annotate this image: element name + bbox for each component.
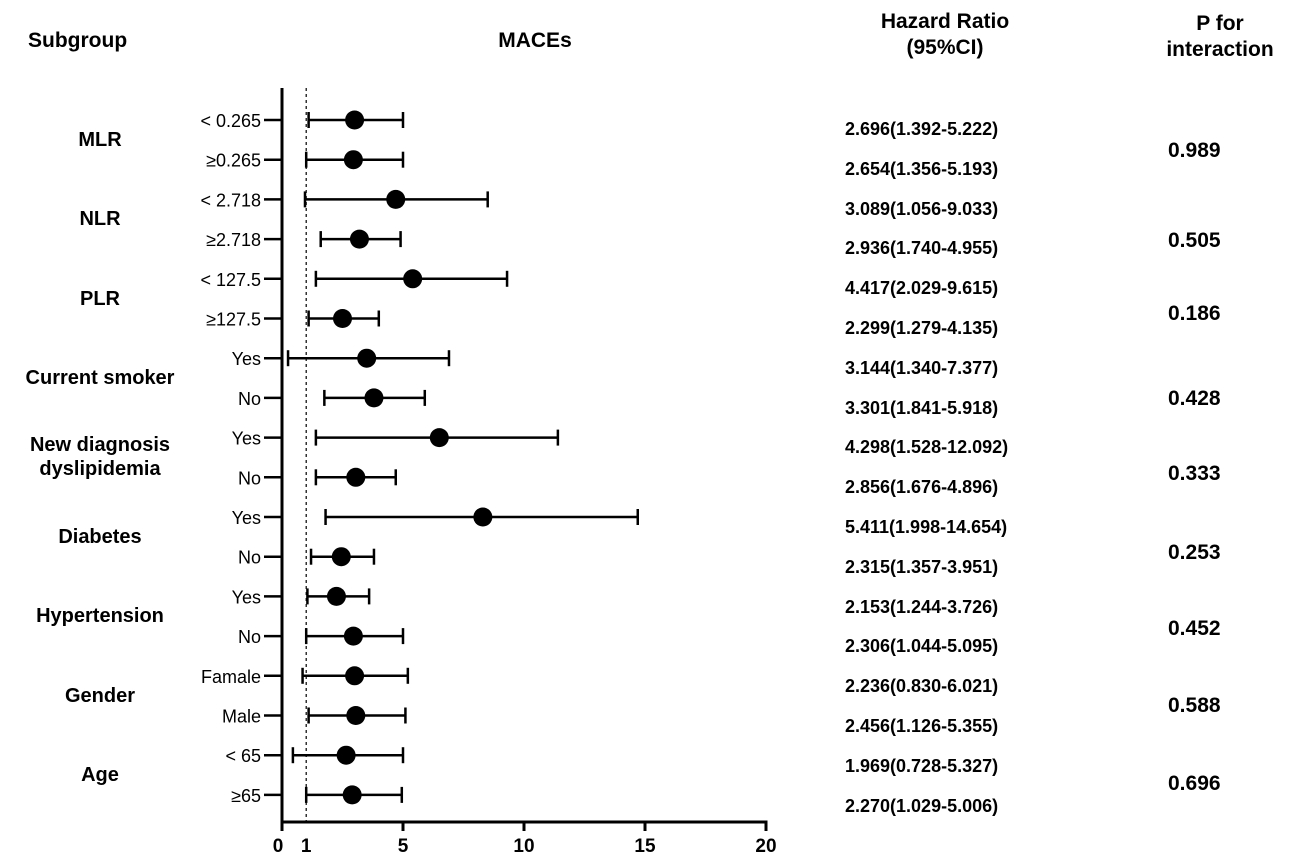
hazard-ratio-point [343, 626, 363, 646]
hazard-ratio-point [326, 586, 346, 606]
subgroup-level-label: No [238, 389, 261, 409]
subgroup-level-label: ≥65 [231, 786, 261, 806]
group-label: Current smoker [0, 366, 200, 390]
hazard-ratio-point [333, 309, 352, 328]
hazard-ratio-ci-text: 4.417(2.029-9.615) [845, 278, 999, 299]
hazard-ratio-ci-text: 2.315(1.357-3.951) [845, 556, 999, 577]
hazard-ratio-point [336, 745, 356, 765]
outcome-header: MACEs [498, 29, 572, 52]
hazard-ratio-point [386, 189, 406, 209]
p-value: 0.428 [1168, 387, 1221, 410]
group-label-line: PLR [80, 287, 120, 310]
hazard-ratio-ci-text: 2.856(1.676-4.896) [845, 477, 999, 498]
p-value: 0.505 [1168, 229, 1221, 252]
subgroup-level-label: Male [222, 707, 261, 727]
hazard-ratio-ci-text: 2.936(1.740-4.955) [845, 238, 999, 259]
group-label: New diagnosis dyslipidemia [0, 433, 200, 481]
group-label-line: MLR [78, 128, 122, 151]
p-value: 0.696 [1168, 772, 1221, 795]
hazard-ratio-ci-text: 2.153(1.244-3.726) [845, 596, 999, 617]
hazard-ratio-point [473, 507, 493, 527]
p-value: 0.989 [1168, 139, 1221, 162]
group-label: NLR [0, 207, 200, 231]
subgroup-level-label: ≥2.718 [206, 230, 261, 250]
hazard-ratio-header: Hazard Ratio (95%CI) [830, 9, 1060, 61]
hazard-ratio-point [346, 706, 366, 725]
hazard-ratio-ci-text: 2.299(1.279-4.135) [845, 318, 999, 338]
group-label-line: New diagnosis [29, 434, 171, 457]
hazard-ratio-point [429, 428, 449, 448]
hazard-ratio-point [342, 785, 362, 805]
p-interaction-header: P for interaction [1140, 11, 1300, 63]
x-tick-label: 1 [301, 836, 312, 857]
p-value: 0.253 [1168, 541, 1221, 564]
hazard-ratio-ci-text: 3.301(1.841-5.918) [845, 397, 999, 418]
subgroup-level-label: ≥0.265 [206, 151, 261, 171]
hazard-ratio-ci-text: 3.144(1.340-7.377) [845, 357, 999, 378]
subgroup-level-label: No [238, 468, 261, 488]
group-label: PLR [0, 287, 200, 311]
subgroup-level-label: Yes [232, 429, 261, 449]
subgroup-level-label: No [238, 627, 261, 647]
group-label-line: Current smoker [25, 367, 175, 390]
x-tick-label: 0 [273, 836, 284, 857]
group-label: Gender [0, 684, 200, 708]
p-value: 0.588 [1168, 694, 1221, 717]
group-label-line: Hypertension [36, 605, 164, 628]
subgroup-header: Subgroup [28, 29, 128, 52]
hazard-ratio-ci-text: 4.298(1.528-12.092) [845, 437, 1009, 458]
group-label-line: NLR [79, 208, 121, 231]
hazard-ratio-ci-text: 1.969(0.728-5.327) [845, 755, 999, 776]
hazard-ratio-header-line1: Hazard Ratio [880, 10, 1010, 33]
group-label-line: Age [81, 764, 119, 787]
x-tick-label: 10 [513, 836, 534, 857]
subgroup-level-label: < 2.718 [200, 190, 261, 210]
group-label: Age [0, 763, 200, 787]
p-interaction-header-line2: interaction [1166, 38, 1274, 61]
hazard-ratio-ci-text: 2.236(0.830-6.021) [845, 676, 999, 697]
hazard-ratio-ci-text: 3.089(1.056-9.033) [845, 198, 999, 219]
group-label-line: Diabetes [58, 525, 142, 548]
hazard-ratio-point [346, 467, 366, 487]
subgroup-level-label: < 127.5 [200, 270, 261, 290]
hazard-ratio-point [357, 348, 377, 368]
subgroup-level-label: ≥127.5 [206, 310, 261, 330]
hazard-ratio-ci-text: 2.696(1.392-5.222) [845, 119, 999, 139]
p-value: 0.186 [1168, 302, 1221, 325]
group-label: Hypertension [0, 604, 200, 628]
p-value: 0.452 [1168, 617, 1221, 640]
hazard-ratio-point [349, 229, 369, 249]
x-tick-label: 20 [755, 836, 776, 857]
hazard-ratio-ci-text: 2.270(1.029-5.006) [845, 795, 999, 816]
hazard-ratio-point [331, 547, 351, 567]
hazard-ratio-point [403, 269, 423, 289]
hazard-ratio-point [364, 388, 384, 408]
subgroup-level-label: < 0.265 [200, 111, 261, 131]
hazard-ratio-point [345, 110, 365, 130]
hazard-ratio-ci-text: 5.411(1.998-14.654) [845, 517, 1008, 537]
hazard-ratio-ci-text: 2.654(1.356-5.193) [845, 158, 999, 179]
group-label: Diabetes [0, 525, 200, 549]
hazard-ratio-point [343, 150, 363, 170]
subgroup-level-label: No [238, 548, 261, 568]
hazard-ratio-ci-text: 2.456(1.126-5.355) [845, 716, 999, 736]
group-label-line: dyslipidemia [39, 458, 161, 481]
group-label-line: Gender [64, 684, 136, 707]
subgroup-level-label: < 65 [225, 746, 261, 766]
x-tick-label: 5 [398, 836, 409, 857]
x-tick-label: 15 [634, 836, 656, 857]
subgroup-level-label: Yes [232, 349, 261, 369]
subgroup-level-label: Yes [232, 508, 261, 528]
hazard-ratio-header-line2: (95%CI) [906, 36, 984, 59]
p-value: 0.333 [1168, 462, 1221, 485]
p-interaction-header-line1: P for [1196, 12, 1244, 35]
subgroup-level-label: Famale [201, 667, 261, 687]
hazard-ratio-point [345, 666, 365, 686]
hazard-ratio-ci-text: 2.306(1.044-5.095) [845, 636, 999, 657]
subgroup-level-label: Yes [232, 587, 261, 607]
group-label: MLR [0, 128, 200, 152]
